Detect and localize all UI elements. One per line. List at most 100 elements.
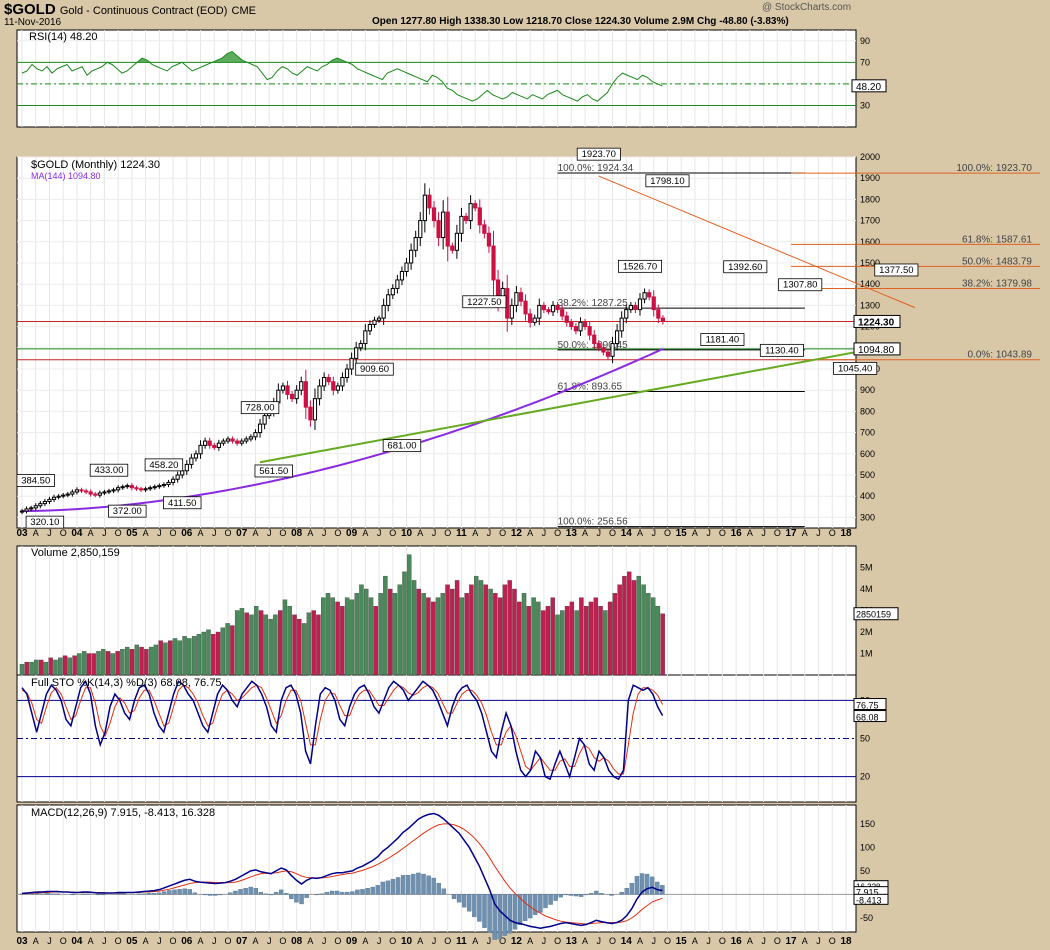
volume-bar bbox=[460, 598, 464, 675]
volume-bar bbox=[598, 606, 602, 675]
x-axis-label: O bbox=[279, 528, 286, 538]
fib-right-label: 50.0%: 1483.79 bbox=[962, 256, 1032, 267]
candle-body bbox=[98, 493, 101, 495]
candle-body bbox=[510, 305, 513, 318]
candle-body bbox=[442, 212, 445, 237]
x-axis-label: A bbox=[802, 528, 808, 538]
x-axis-label: 03 bbox=[16, 936, 28, 947]
volume-bar bbox=[541, 611, 545, 676]
macd-histogram-bar bbox=[620, 892, 624, 894]
candle-body bbox=[62, 495, 65, 496]
volume-bar bbox=[484, 585, 488, 675]
x-axis-label: A bbox=[417, 936, 423, 946]
x-axis-label: A bbox=[692, 528, 698, 538]
macd-histogram-bar bbox=[208, 894, 212, 895]
price-tick-label: 900 bbox=[860, 385, 875, 395]
volume-bar bbox=[187, 638, 191, 675]
x-axis-label: A bbox=[637, 528, 643, 538]
macd-tick-label: 150 bbox=[860, 819, 875, 829]
sto-k-label: 68.08 bbox=[856, 713, 879, 723]
macd-histogram-bar bbox=[432, 878, 436, 894]
x-axis-label: O bbox=[115, 528, 122, 538]
volume-bar bbox=[25, 662, 29, 675]
x-axis-label: 04 bbox=[71, 936, 83, 947]
macd-histogram-bar bbox=[299, 894, 303, 904]
volume-bar bbox=[536, 602, 540, 675]
volume-bar bbox=[135, 645, 139, 675]
candle-body bbox=[75, 490, 78, 492]
macd-histogram-bar bbox=[45, 893, 49, 894]
candle-body bbox=[547, 310, 550, 312]
candle-body bbox=[295, 390, 298, 398]
x-axis-label: 13 bbox=[566, 528, 578, 539]
volume-bar bbox=[661, 614, 665, 675]
candle-body bbox=[355, 348, 358, 359]
candle-body bbox=[657, 310, 660, 318]
volume-bar bbox=[379, 593, 383, 675]
x-axis-label: 09 bbox=[346, 528, 358, 539]
macd-histogram-bar bbox=[249, 887, 253, 894]
volume-bar bbox=[355, 593, 359, 675]
price-tick-label: 1900 bbox=[860, 173, 880, 183]
x-axis-label: J bbox=[377, 528, 382, 538]
price-annotation: 681.00 bbox=[387, 441, 416, 452]
x-axis-label: 10 bbox=[401, 528, 413, 539]
volume-bar bbox=[77, 654, 81, 676]
volume-bar bbox=[144, 649, 148, 675]
candle-body bbox=[217, 443, 220, 447]
x-axis-label: A bbox=[472, 936, 478, 946]
panel-macd bbox=[17, 805, 856, 932]
fib-left-label: 61.8%: 893.65 bbox=[558, 382, 623, 393]
x-axis-label: O bbox=[719, 936, 726, 946]
x-axis-label: A bbox=[527, 936, 533, 946]
candle-body bbox=[107, 491, 110, 492]
macd-histogram-bar bbox=[101, 894, 105, 895]
macd-histogram-bar bbox=[137, 894, 141, 895]
x-axis-label: 16 bbox=[731, 528, 743, 539]
volume-bar bbox=[116, 651, 120, 675]
candle-body bbox=[254, 433, 257, 437]
x-axis-label: 12 bbox=[511, 528, 523, 539]
volume-bar bbox=[555, 615, 559, 675]
x-axis-label: O bbox=[829, 936, 836, 946]
macd-histogram-bar bbox=[30, 894, 34, 895]
volume-bar bbox=[130, 649, 134, 675]
x-axis-label: J bbox=[322, 528, 327, 538]
volume-bar bbox=[178, 641, 182, 675]
price-annotation: 1130.40 bbox=[765, 345, 799, 356]
x-axis-label: O bbox=[60, 528, 67, 538]
macd-histogram-bar bbox=[599, 893, 603, 894]
candle-body bbox=[414, 238, 417, 251]
candle-body bbox=[171, 479, 174, 482]
volume-bar bbox=[527, 606, 531, 675]
volume-bar bbox=[53, 660, 57, 675]
macd-histogram-bar bbox=[345, 892, 349, 894]
x-axis-label: A bbox=[307, 528, 313, 538]
candle-body bbox=[263, 416, 266, 424]
candle-body bbox=[185, 464, 188, 470]
volume-bar bbox=[393, 593, 397, 675]
x-axis-label: O bbox=[334, 936, 341, 946]
candle-body bbox=[364, 331, 367, 344]
x-axis-label: A bbox=[747, 528, 753, 538]
macd-histogram-bar bbox=[467, 894, 471, 911]
candle-body bbox=[574, 327, 577, 331]
candle-body bbox=[80, 490, 83, 491]
candle-body bbox=[487, 233, 490, 246]
volume-bar bbox=[512, 589, 516, 675]
volume-bar bbox=[44, 662, 48, 675]
macd-histogram-bar bbox=[554, 894, 558, 900]
x-axis-label: A bbox=[637, 936, 643, 946]
candle-body bbox=[199, 445, 202, 453]
macd-histogram-bar bbox=[254, 888, 258, 894]
volume-bar bbox=[608, 602, 612, 675]
volume-bar bbox=[642, 585, 646, 675]
volume-bar bbox=[489, 589, 493, 675]
volume-bar bbox=[407, 555, 411, 675]
x-axis-label: O bbox=[170, 936, 177, 946]
panel-rsi bbox=[17, 30, 856, 127]
macd-histogram-bar bbox=[330, 891, 334, 894]
volume-bar bbox=[503, 585, 507, 675]
macd-histogram-bar bbox=[386, 881, 390, 895]
candle-body bbox=[149, 488, 152, 489]
